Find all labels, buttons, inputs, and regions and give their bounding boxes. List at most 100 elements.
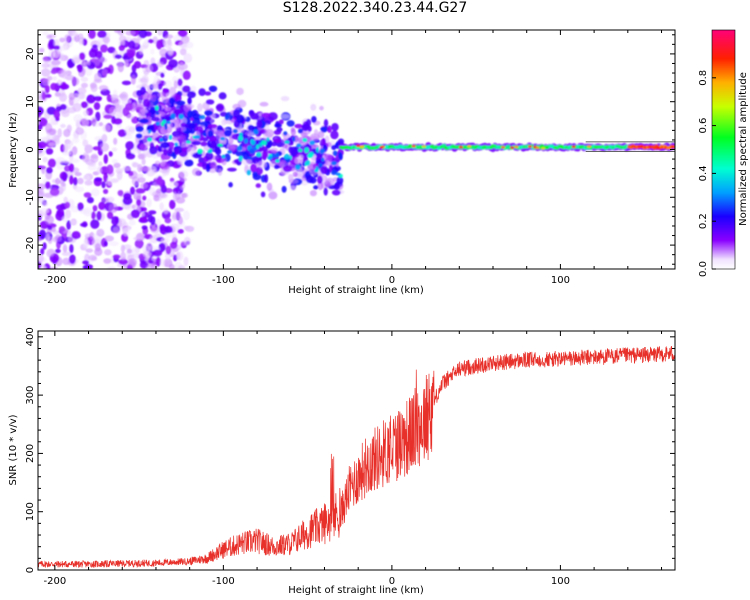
band-highlight [194, 134, 201, 140]
noise-blob [92, 44, 98, 49]
band-blob [213, 130, 224, 136]
band-blob [217, 168, 223, 176]
noise-blob [57, 128, 62, 138]
noise-blob [156, 39, 163, 50]
band-highlight [247, 156, 253, 160]
snr-frame [37, 330, 676, 571]
band-blob [289, 185, 297, 191]
band-blob [205, 151, 214, 161]
band-blob [186, 91, 196, 99]
band-blob [161, 163, 171, 170]
band-blob [210, 161, 218, 170]
noise-blob [38, 141, 47, 149]
noise-blob [183, 53, 193, 63]
band-blob [259, 101, 269, 107]
snr-background [38, 331, 675, 570]
noise-blob [73, 177, 78, 186]
band-highlight [168, 134, 173, 140]
noise-blob [102, 188, 109, 194]
noise-blob [80, 101, 88, 109]
band-blob [327, 125, 332, 133]
band-highlight [302, 137, 308, 143]
snr-series-line [38, 346, 675, 569]
band-blob [294, 123, 303, 129]
noise-blob [50, 114, 55, 122]
colorbar-tick-label: 0.2 [698, 213, 709, 229]
noise-blob [88, 254, 97, 261]
band-blob [311, 115, 317, 123]
noise-blob [94, 177, 103, 182]
band-blob [255, 183, 262, 188]
noise-blob [38, 137, 49, 142]
noise-blob [117, 62, 124, 73]
noise-blob [59, 37, 66, 43]
noise-blob [150, 227, 160, 234]
noise-blob [142, 195, 147, 201]
noise-blob [61, 172, 68, 182]
band-blob [187, 97, 192, 105]
band-highlight [178, 113, 184, 120]
band-blob [187, 110, 193, 119]
band-blob [255, 166, 263, 175]
noise-blob [125, 152, 136, 160]
noise-blob [50, 69, 58, 75]
colorbar-ticks: 0.0 0.2 0.4 0.6 0.8 [698, 70, 716, 277]
noise-blob [64, 201, 71, 209]
band-highlight [221, 154, 226, 159]
band-blob [197, 103, 203, 112]
noise-blob [155, 256, 161, 267]
band-blob [276, 161, 285, 167]
noise-blob [96, 210, 102, 221]
band-blob [169, 87, 175, 96]
band-highlight [164, 124, 168, 130]
line-spot [528, 145, 532, 148]
band-highlight [170, 113, 176, 120]
noise-blob [61, 215, 68, 223]
noise-blob [134, 238, 144, 249]
band-blob [288, 146, 294, 154]
noise-blob [69, 149, 74, 157]
noise-blob [40, 265, 47, 269]
band-blob [250, 163, 257, 173]
band-highlight [238, 155, 243, 162]
band-highlight [232, 128, 238, 134]
colorbar-tick-label: 0.4 [698, 165, 709, 181]
noise-blob [71, 77, 80, 86]
noise-blob [74, 172, 82, 177]
band-blob [336, 176, 344, 185]
noise-blob [41, 78, 50, 86]
band-highlight [305, 160, 311, 166]
band-blob [323, 187, 328, 196]
noise-blob [42, 57, 51, 63]
noise-blob [165, 245, 172, 255]
noise-blob [88, 30, 96, 39]
band-blob [333, 183, 340, 190]
snr-y-axis: 0 100 200 300 400 [25, 327, 675, 573]
noise-blob [102, 124, 111, 133]
noise-blob [163, 40, 173, 49]
band-blob [248, 110, 254, 115]
noise-blob [83, 109, 89, 117]
noise-blob [81, 82, 88, 89]
band-blob [330, 130, 339, 140]
band-blob [228, 144, 238, 150]
band-highlight [154, 105, 159, 111]
noise-blob [71, 231, 81, 240]
band-blob [227, 167, 237, 172]
band-blob [204, 91, 212, 96]
band-blob [200, 141, 208, 147]
band-blob [232, 103, 241, 110]
line-spot [459, 145, 463, 149]
y-tick-label: 400 [25, 327, 36, 346]
band-blob [137, 110, 146, 117]
band-highlight [319, 148, 326, 154]
band-blob [173, 119, 180, 129]
noise-blob [125, 141, 135, 151]
noise-blob [83, 192, 92, 198]
band-highlight [307, 153, 313, 159]
band-blob [221, 156, 227, 166]
band-blob [247, 124, 255, 131]
noise-blob [92, 205, 98, 212]
noise-blob [54, 234, 62, 242]
band-highlight [256, 152, 262, 158]
